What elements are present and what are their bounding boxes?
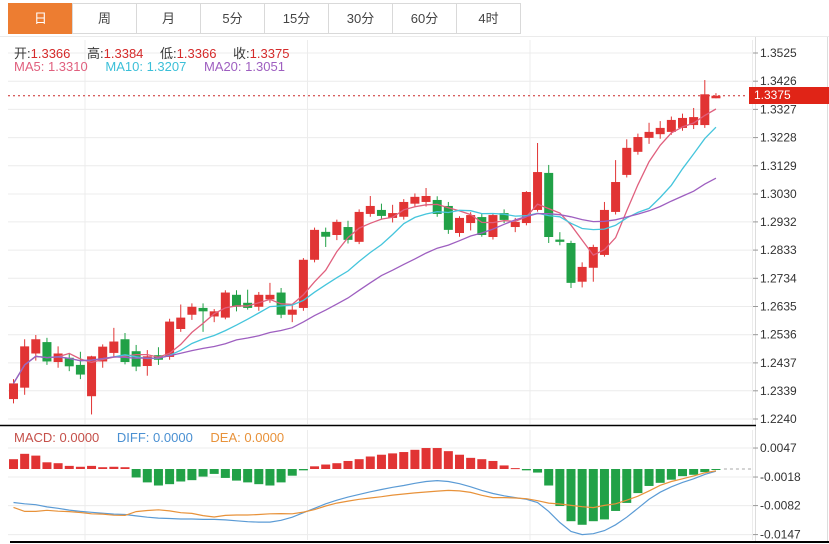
price-axis-label: 1.2734 [760, 271, 797, 285]
price-axis-label: 1.2932 [760, 215, 797, 229]
open-label: 开: [14, 46, 31, 61]
price-axis-label: 1.3525 [760, 46, 797, 60]
price-axis-label: 1.3426 [760, 74, 797, 88]
macd-value: MACD: 0.0000 [14, 430, 100, 445]
open-value: 1.3366 [30, 46, 71, 61]
price-axis-label: 1.3129 [760, 159, 797, 173]
macd-axis-label: -0.0018 [760, 470, 801, 484]
tab-30min[interactable]: 30分 [328, 3, 393, 34]
price-axis-label: 1.2240 [760, 412, 797, 426]
low-value: 1.3366 [176, 46, 217, 61]
period-tabbar: 日 周 月 5分 15分 30分 60分 4时 [0, 0, 829, 37]
ma-legend: MA5: 1.3310 MA10: 1.3207 MA20: 1.3051 [14, 59, 285, 74]
diff-value: DIFF: 0.0000 [116, 430, 193, 445]
close-label: 收: [233, 46, 250, 61]
low-label: 低: [160, 46, 177, 61]
dea-value: DEA: 0.0000 [210, 430, 285, 445]
high-value: 1.3384 [103, 46, 144, 61]
close-value: 1.3375 [249, 46, 290, 61]
price-axis-label: 1.2437 [760, 356, 797, 370]
price-axis-label: 1.2339 [760, 384, 797, 398]
macd-axis-label: 0.0047 [760, 441, 797, 455]
tab-4hour[interactable]: 4时 [456, 3, 521, 34]
tab-5min[interactable]: 5分 [200, 3, 265, 34]
price-axis-label: 1.2833 [760, 243, 797, 257]
period-tabgroup: 日 周 月 5分 15分 30分 60分 4时 [8, 3, 521, 34]
last-price-badge: 1.3375 [749, 87, 829, 104]
ma10-legend: MA10: 1.3207 [105, 59, 187, 74]
ma5-legend: MA5: 1.3310 [14, 59, 88, 74]
ma20-legend: MA20: 1.3051 [203, 59, 285, 74]
price-axis-label: 1.3228 [760, 131, 797, 145]
high-label: 高: [87, 46, 104, 61]
price-axis-label: 1.2536 [760, 328, 797, 342]
macd-legend: MACD: 0.0000 DIFF: 0.0000 DEA: 0.0000 [14, 430, 284, 445]
tab-day[interactable]: 日 [8, 3, 73, 34]
price-axis-label: 1.2635 [760, 299, 797, 313]
tab-month[interactable]: 月 [136, 3, 201, 34]
ohlc-legend: 开:1.3366 高:1.3384 低:1.3366 收:1.3375 [14, 43, 302, 62]
macd-axis-label: -0.0082 [760, 499, 801, 513]
price-axis-label: 1.3030 [760, 187, 797, 201]
tab-week[interactable]: 周 [72, 3, 137, 34]
tab-15min[interactable]: 15分 [264, 3, 329, 34]
price-axis-label: 1.3327 [760, 102, 797, 116]
macd-axis-label: -0.0147 [760, 528, 801, 542]
tab-60min[interactable]: 60分 [392, 3, 457, 34]
